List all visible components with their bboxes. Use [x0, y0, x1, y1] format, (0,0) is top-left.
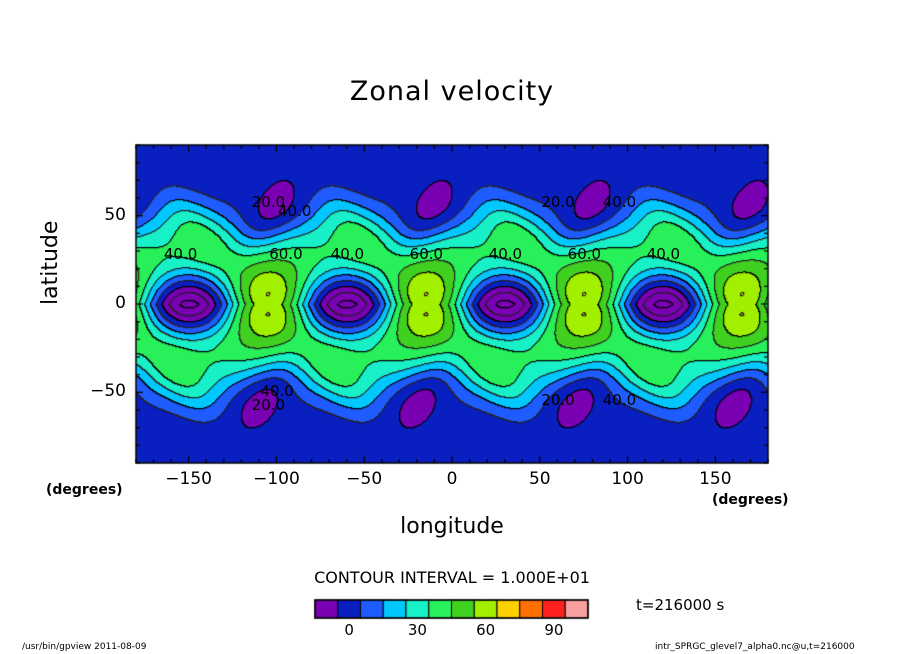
x-tick-label: −150 — [165, 469, 212, 489]
contour-label: 60.0 — [567, 244, 602, 263]
y-axis-unit: (degrees) — [712, 492, 789, 508]
y-axis-label: latitude — [38, 220, 63, 305]
y-tick-label: −50 — [90, 381, 126, 402]
colorbar-tick-label: 0 — [344, 621, 354, 639]
colorbar-tick-label: 60 — [476, 621, 496, 639]
contour-label: 40.0 — [330, 244, 365, 263]
colorbar-tick-label: 90 — [544, 621, 564, 639]
x-tick-label: 150 — [699, 469, 732, 489]
contour-label: 20.0 — [541, 391, 575, 410]
contour-interval-text: CONTOUR INTERVAL = 1.000E+01 — [314, 568, 590, 587]
contour-label: 40.0 — [278, 202, 312, 221]
contour-label: 60.0 — [409, 244, 444, 263]
x-tick-label: 0 — [446, 469, 458, 489]
contour-label: 40.0 — [646, 244, 681, 263]
footer-left: /usr/bin/gpview 2011-08-09 — [22, 642, 147, 652]
contour-label: 40.0 — [260, 382, 294, 401]
y-tick-label: 0 — [115, 293, 126, 313]
x-tick-label: 100 — [611, 469, 644, 489]
x-axis-label: longitude — [400, 514, 504, 539]
footer-right: intr_SPRGC_glevel7_alpha0.nc@u,t=216000 — [655, 642, 855, 652]
contour-label: 40.0 — [602, 391, 637, 410]
y-tick-label: 50 — [104, 204, 126, 225]
contour-label: 60.0 — [269, 244, 303, 263]
x-tick-label: −100 — [253, 469, 300, 489]
x-tick-label: 50 — [528, 469, 551, 489]
time-label: t=216000 s — [636, 596, 725, 614]
contour-label: 40.0 — [163, 244, 198, 263]
colorbar-tick-label: 30 — [407, 621, 427, 639]
contour-label: 20.0 — [541, 193, 575, 212]
chart-title: Zonal velocity — [349, 76, 555, 107]
contour-label: 40.0 — [488, 244, 523, 263]
x-tick-label: −50 — [346, 469, 383, 489]
contour-label: 20.0 — [251, 396, 286, 415]
contour-label: 20.0 — [251, 193, 286, 212]
x-axis-unit: (degrees) — [46, 482, 123, 498]
contour-label: 40.0 — [602, 193, 637, 212]
